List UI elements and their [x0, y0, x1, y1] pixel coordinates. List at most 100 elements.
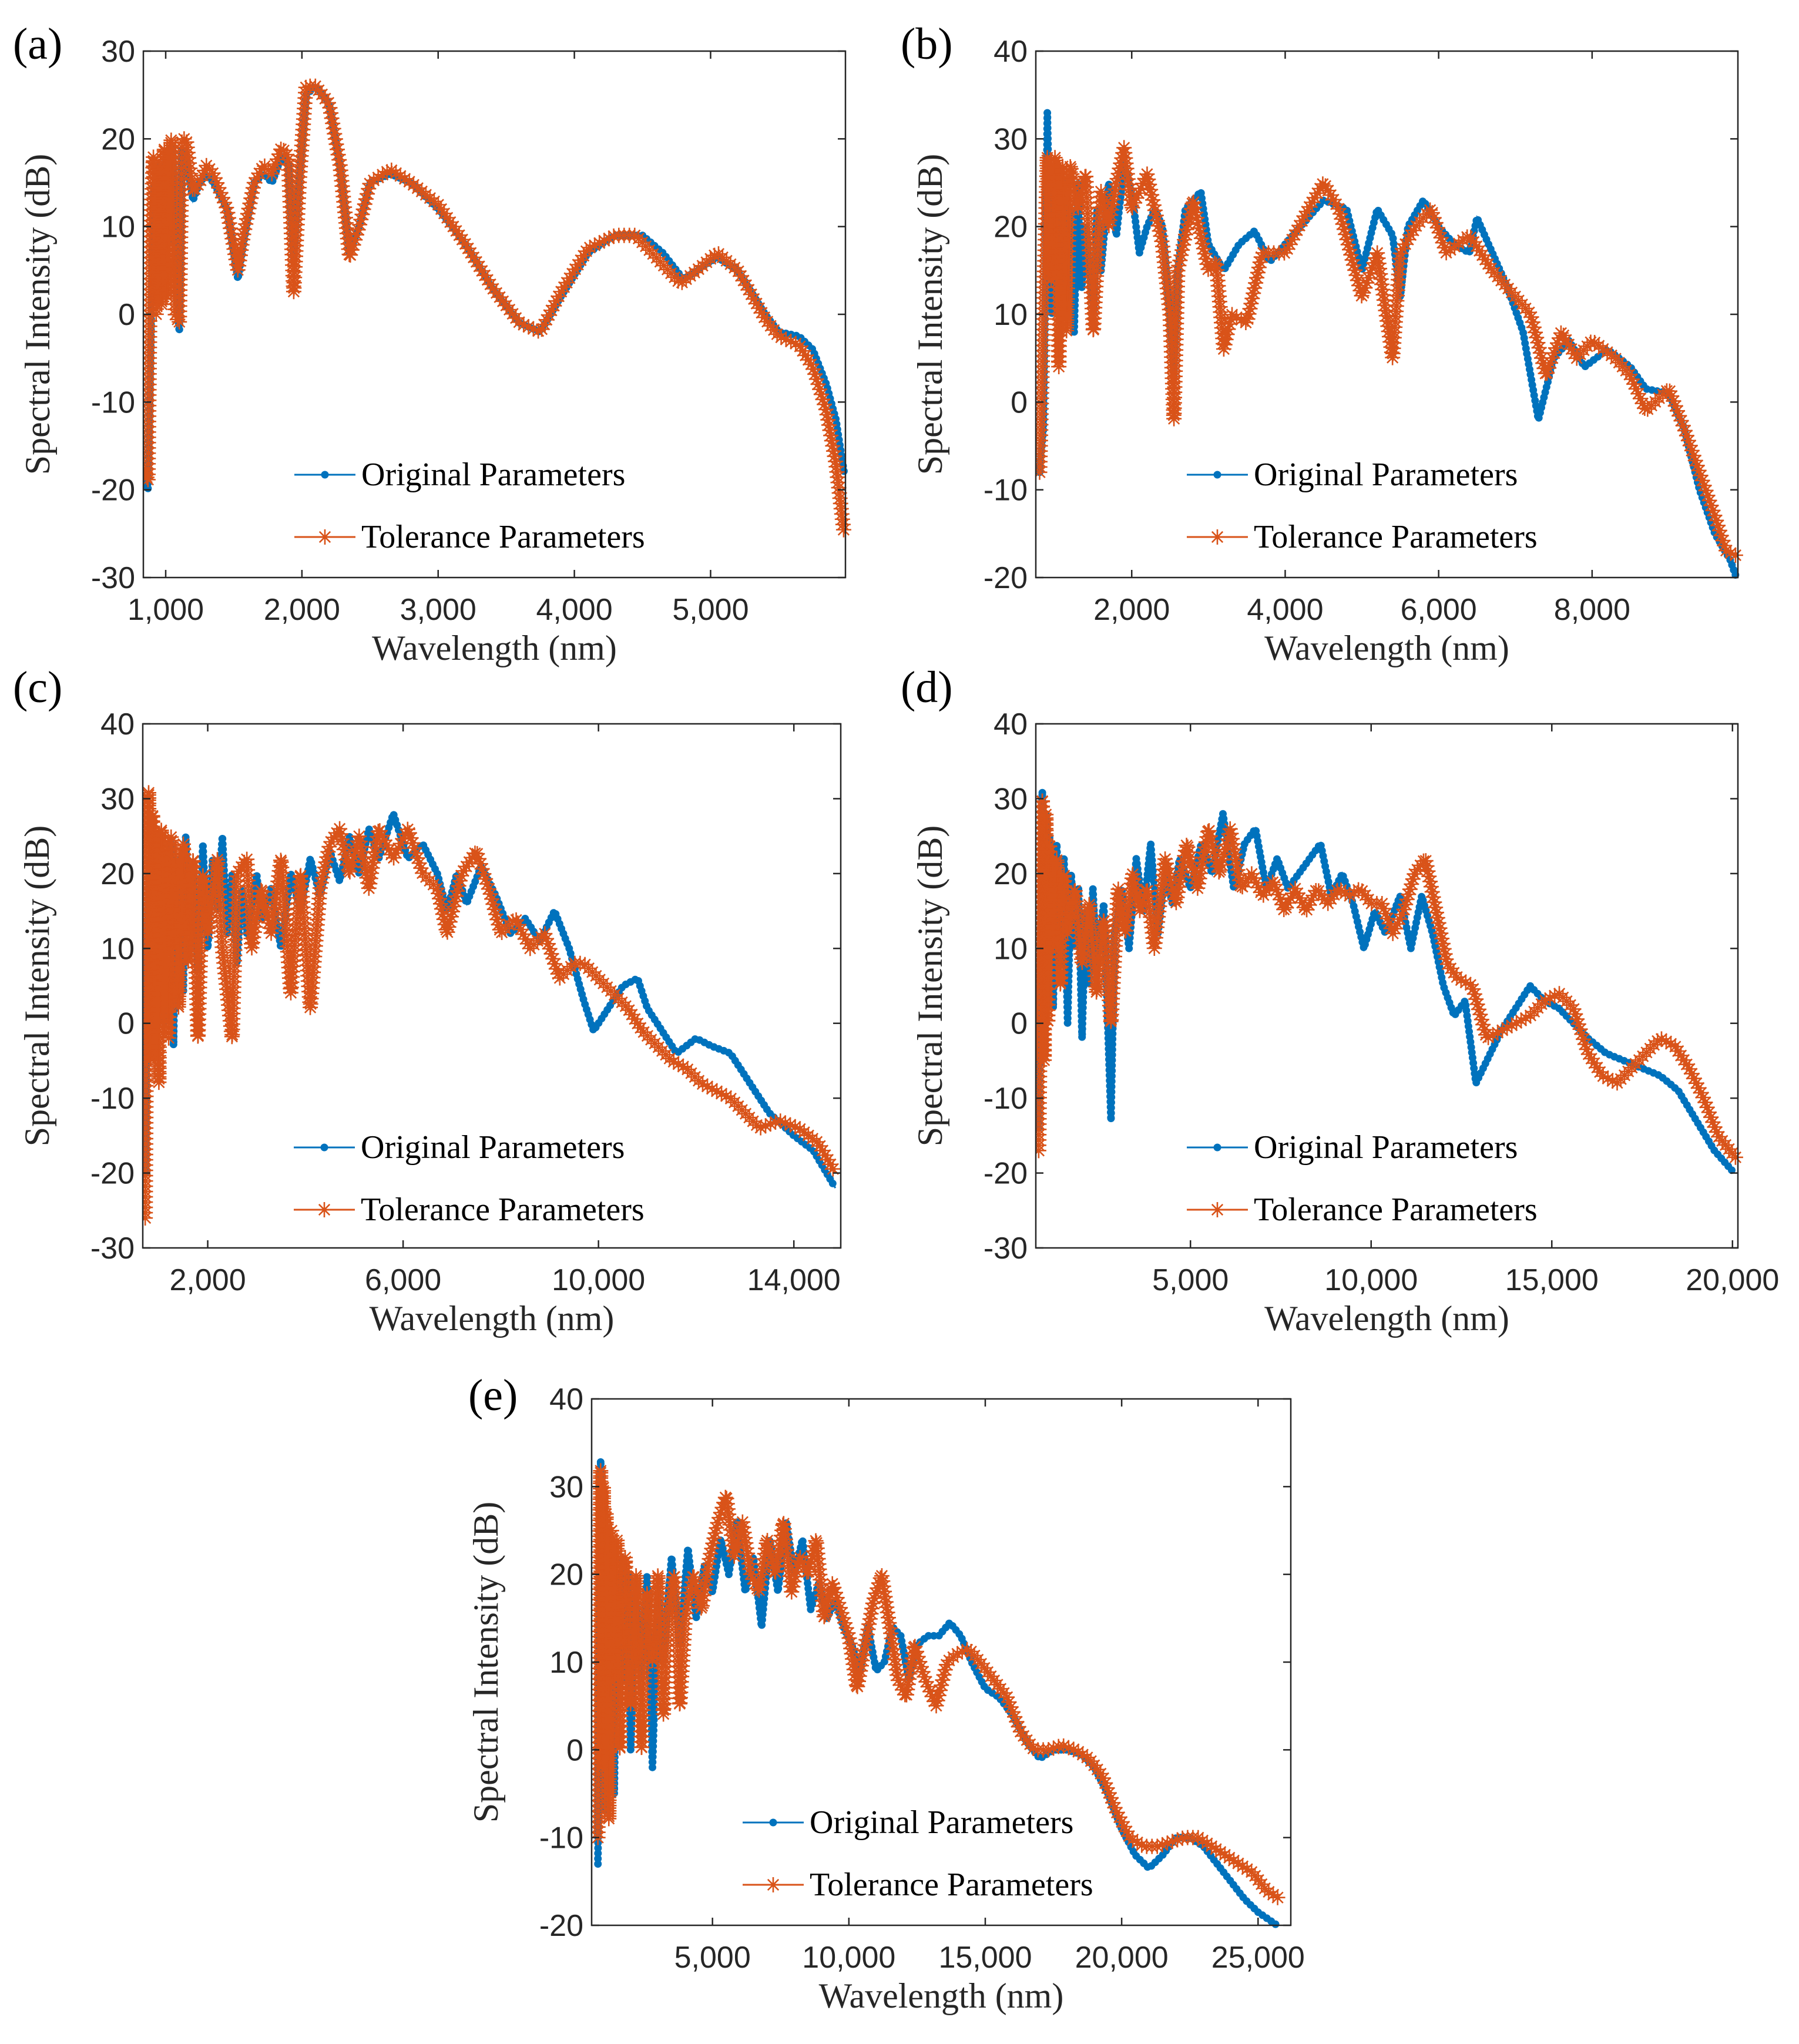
tolerance-marker — [821, 417, 837, 433]
tolerance-marker — [825, 1161, 841, 1177]
tolerance-marker — [1351, 277, 1367, 293]
tolerance-marker — [805, 361, 821, 377]
tolerance-marker — [1066, 176, 1082, 192]
tolerance-marker — [777, 1115, 793, 1131]
tolerance-marker — [1710, 518, 1726, 533]
original-marker — [1044, 140, 1052, 148]
tolerance-marker — [207, 170, 223, 186]
tolerance-marker — [472, 856, 488, 872]
tolerance-marker — [321, 839, 337, 855]
tolerance-marker — [190, 177, 206, 193]
tolerance-marker — [709, 1083, 725, 1099]
series-tolerance — [143, 785, 841, 1226]
tolerance-marker — [518, 931, 533, 947]
tolerance-marker — [205, 165, 221, 181]
tolerance-marker — [783, 1117, 798, 1133]
y-tick-label: 10 — [994, 298, 1028, 332]
y-tick-label: -10 — [91, 385, 135, 419]
tolerance-marker — [1709, 512, 1724, 528]
tolerance-marker — [1626, 376, 1642, 392]
tolerance-marker — [223, 226, 239, 241]
tolerance-marker — [454, 868, 469, 884]
tolerance-marker — [1359, 275, 1375, 291]
tolerance-marker — [743, 286, 759, 302]
tolerance-marker — [813, 387, 829, 402]
tolerance-marker — [520, 936, 536, 952]
tolerance-marker — [738, 277, 754, 293]
tolerance-marker — [388, 165, 404, 181]
tolerance-marker — [486, 901, 502, 917]
tolerance-marker — [1068, 187, 1083, 203]
tolerance-marker — [248, 914, 264, 929]
tolerance-marker — [405, 835, 421, 851]
tolerance-marker — [1531, 340, 1547, 355]
legend-label: Original Parameters — [1254, 457, 1518, 493]
tolerance-marker — [754, 305, 770, 321]
panel-label: (c) — [13, 663, 62, 712]
tolerance-marker — [1067, 182, 1083, 197]
tolerance-marker — [1546, 345, 1562, 361]
tolerance-marker — [251, 166, 267, 182]
tolerance-marker — [1398, 236, 1414, 252]
tolerance-marker — [670, 1056, 686, 1072]
tolerance-marker — [1628, 381, 1644, 397]
tolerance-marker — [1129, 190, 1144, 206]
tolerance-marker — [787, 1119, 803, 1135]
tolerance-marker — [298, 79, 314, 95]
tolerance-marker — [1153, 228, 1169, 244]
tolerance-marker — [353, 212, 369, 227]
tolerance-marker — [229, 868, 245, 884]
tolerance-marker — [368, 834, 384, 850]
tolerance-marker — [1677, 422, 1693, 438]
tolerance-marker — [1633, 391, 1649, 407]
tolerance-marker — [482, 276, 498, 292]
tolerance-marker — [221, 210, 237, 226]
tolerance-marker — [491, 917, 506, 932]
tolerance-marker — [1248, 275, 1264, 291]
tolerance-marker — [1173, 247, 1189, 263]
tolerance-marker — [1110, 166, 1126, 182]
tolerance-marker — [1331, 201, 1347, 217]
tolerance-marker — [327, 126, 343, 142]
tolerance-marker — [1106, 186, 1122, 202]
tolerance-marker — [749, 1117, 764, 1133]
tolerance-marker — [432, 891, 448, 907]
x-tick-label: 2,000 — [264, 593, 340, 627]
tolerance-marker — [478, 871, 494, 887]
tolerance-marker — [1556, 327, 1572, 343]
tolerance-marker — [403, 830, 419, 846]
tolerance-marker — [445, 219, 461, 234]
tolerance-marker — [1521, 304, 1537, 320]
tolerance-marker — [773, 330, 789, 345]
tolerance-marker — [352, 834, 368, 850]
x-tick-label: 14,000 — [747, 1263, 841, 1297]
tolerance-marker — [257, 894, 273, 910]
tolerance-marker — [1630, 386, 1646, 402]
tolerance-marker — [352, 217, 368, 233]
tolerance-marker — [803, 357, 819, 372]
tolerance-marker — [541, 307, 557, 323]
tolerance-marker — [800, 352, 816, 368]
tolerance-marker — [1191, 220, 1207, 236]
tolerance-marker — [812, 381, 828, 397]
tolerance-marker — [1525, 314, 1540, 330]
tolerance-marker — [1530, 335, 1546, 351]
tolerance-marker — [1301, 199, 1317, 215]
tolerance-marker — [587, 237, 603, 253]
tolerance-marker — [350, 222, 366, 238]
tolerance-marker — [1669, 403, 1685, 419]
x-tick-label: 8,000 — [1554, 593, 1630, 627]
y-tick-label: -30 — [91, 561, 135, 595]
tolerance-marker — [443, 909, 459, 925]
tolerance-marker — [758, 1118, 774, 1134]
tolerance-marker — [1673, 413, 1689, 429]
tolerance-marker — [1223, 311, 1239, 327]
tolerance-marker — [344, 854, 360, 870]
tolerance-marker — [1469, 239, 1485, 254]
tolerance-marker — [257, 900, 273, 915]
tolerance-marker — [1405, 223, 1421, 239]
tolerance-marker — [231, 258, 247, 274]
tolerance-marker — [1179, 221, 1194, 237]
tolerance-marker — [1279, 241, 1295, 257]
